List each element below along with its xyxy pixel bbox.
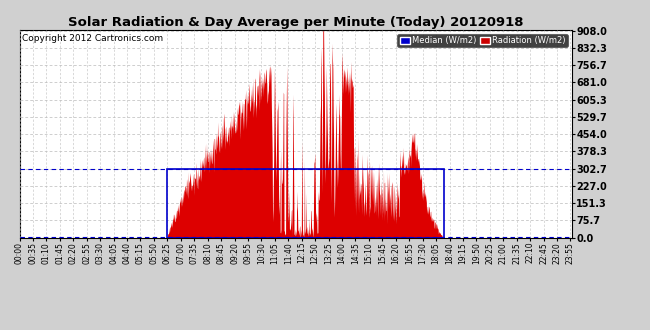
Legend: Median (W/m2), Radiation (W/m2): Median (W/m2), Radiation (W/m2)	[397, 34, 568, 47]
Bar	[167, 169, 444, 238]
Title: Solar Radiation & Day Average per Minute (Today) 20120918: Solar Radiation & Day Average per Minute…	[68, 16, 523, 28]
Text: Copyright 2012 Cartronics.com: Copyright 2012 Cartronics.com	[22, 34, 163, 43]
